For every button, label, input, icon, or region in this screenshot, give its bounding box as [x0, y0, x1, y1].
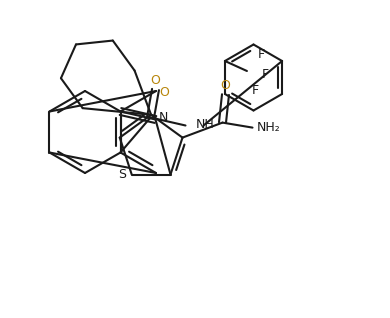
Text: S: S: [118, 168, 126, 181]
Text: O: O: [151, 74, 160, 87]
Text: F: F: [252, 85, 259, 98]
Text: F: F: [257, 49, 264, 61]
Text: O: O: [221, 79, 230, 92]
Text: N: N: [159, 111, 168, 124]
Text: O: O: [159, 86, 169, 100]
Text: NH: NH: [195, 118, 214, 131]
Text: F: F: [261, 68, 268, 81]
Text: NH₂: NH₂: [257, 121, 280, 134]
